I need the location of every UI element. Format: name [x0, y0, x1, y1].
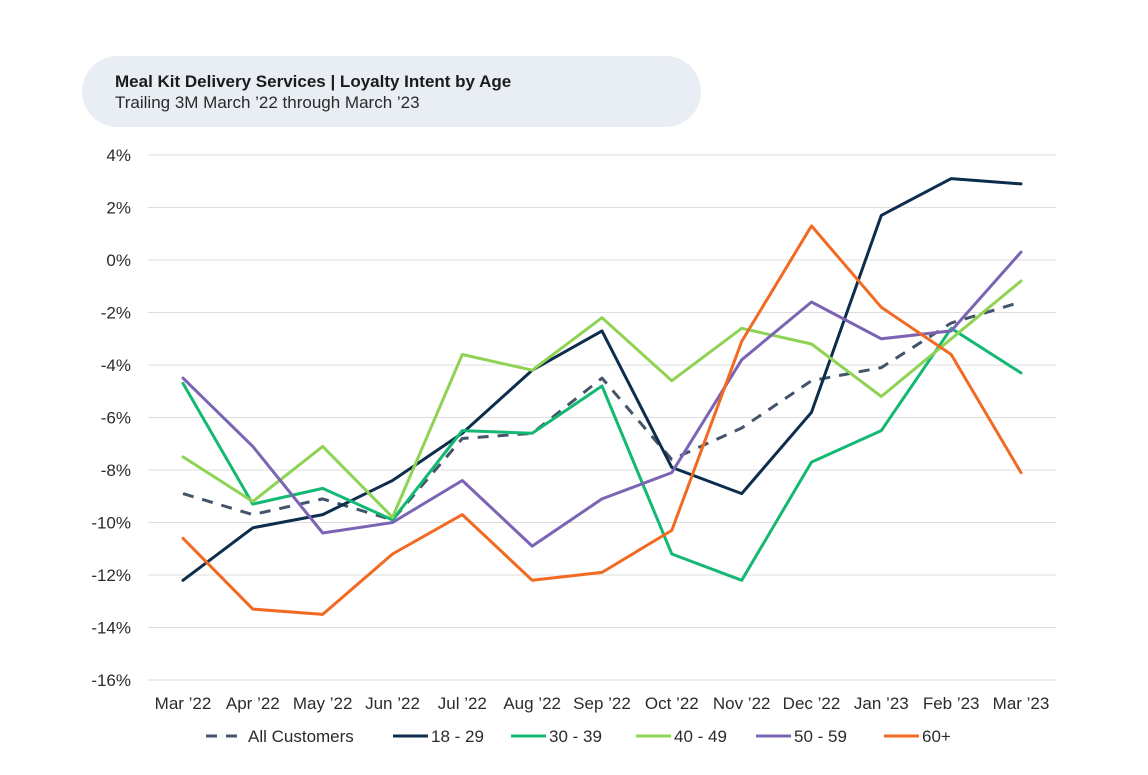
gridlines	[148, 154, 1056, 681]
legend-label: 50 - 59	[794, 727, 847, 746]
x-tick-label: May ’22	[293, 694, 353, 713]
legend-label: 60+	[922, 727, 951, 746]
x-tick-label: Jul ’22	[438, 694, 487, 713]
series-line-3	[181, 279, 1023, 519]
y-tick-label: 2%	[106, 199, 131, 218]
x-tick-label: Dec ’22	[783, 694, 841, 713]
legend-label: 30 - 39	[549, 727, 602, 746]
x-tick-label: Apr ’22	[226, 694, 280, 713]
y-tick-label: -14%	[91, 619, 131, 638]
series-line-5	[181, 224, 1023, 616]
series-line-0	[182, 300, 1022, 522]
y-tick-label: -8%	[101, 461, 131, 480]
x-tick-label: Aug ’22	[503, 694, 561, 713]
y-tick-label: 0%	[106, 251, 131, 270]
x-tick-label: Jun ’22	[365, 694, 420, 713]
legend-label: All Customers	[248, 727, 354, 746]
series-line-4	[181, 250, 1023, 548]
chart-title-box: Meal Kit Delivery Services | Loyalty Int…	[82, 56, 701, 127]
chart-subtitle: Trailing 3M March ’22 through March ’23	[115, 93, 420, 112]
x-tick-label: Mar ’23	[993, 694, 1050, 713]
x-tick-label: Oct ’22	[645, 694, 699, 713]
chart-title: Meal Kit Delivery Services | Loyalty Int…	[115, 72, 512, 91]
series-lines	[181, 177, 1023, 616]
x-tick-label: Mar ’22	[155, 694, 212, 713]
y-tick-label: -10%	[91, 514, 131, 533]
x-tick-label: Jan ’23	[854, 694, 909, 713]
y-tick-label: 4%	[106, 146, 131, 165]
y-tick-label: -12%	[91, 566, 131, 585]
y-tick-label: -16%	[91, 671, 131, 690]
series-line-2	[181, 326, 1023, 582]
y-tick-label: -4%	[101, 356, 131, 375]
y-axis: 4% 2% 0% -2% -4% -6% -8% -10% -12% -14% -16%	[91, 146, 131, 690]
y-tick-label: -2%	[101, 304, 131, 323]
x-tick-label: Feb ’23	[923, 694, 980, 713]
series-line-1	[181, 177, 1023, 582]
legend: All Customers 18 - 29 30 - 39 40 - 49 50 - 5…	[206, 727, 951, 746]
y-tick-label: -6%	[101, 409, 131, 428]
x-axis: Mar ’22 Apr ’22 May ’22 Jun ’22 Jul ’22 Aug ’…	[155, 694, 1050, 713]
x-tick-label: Sep ’22	[573, 694, 631, 713]
legend-label: 18 - 29	[431, 727, 484, 746]
legend-label: 40 - 49	[674, 727, 727, 746]
x-tick-label: Nov ’22	[713, 694, 771, 713]
